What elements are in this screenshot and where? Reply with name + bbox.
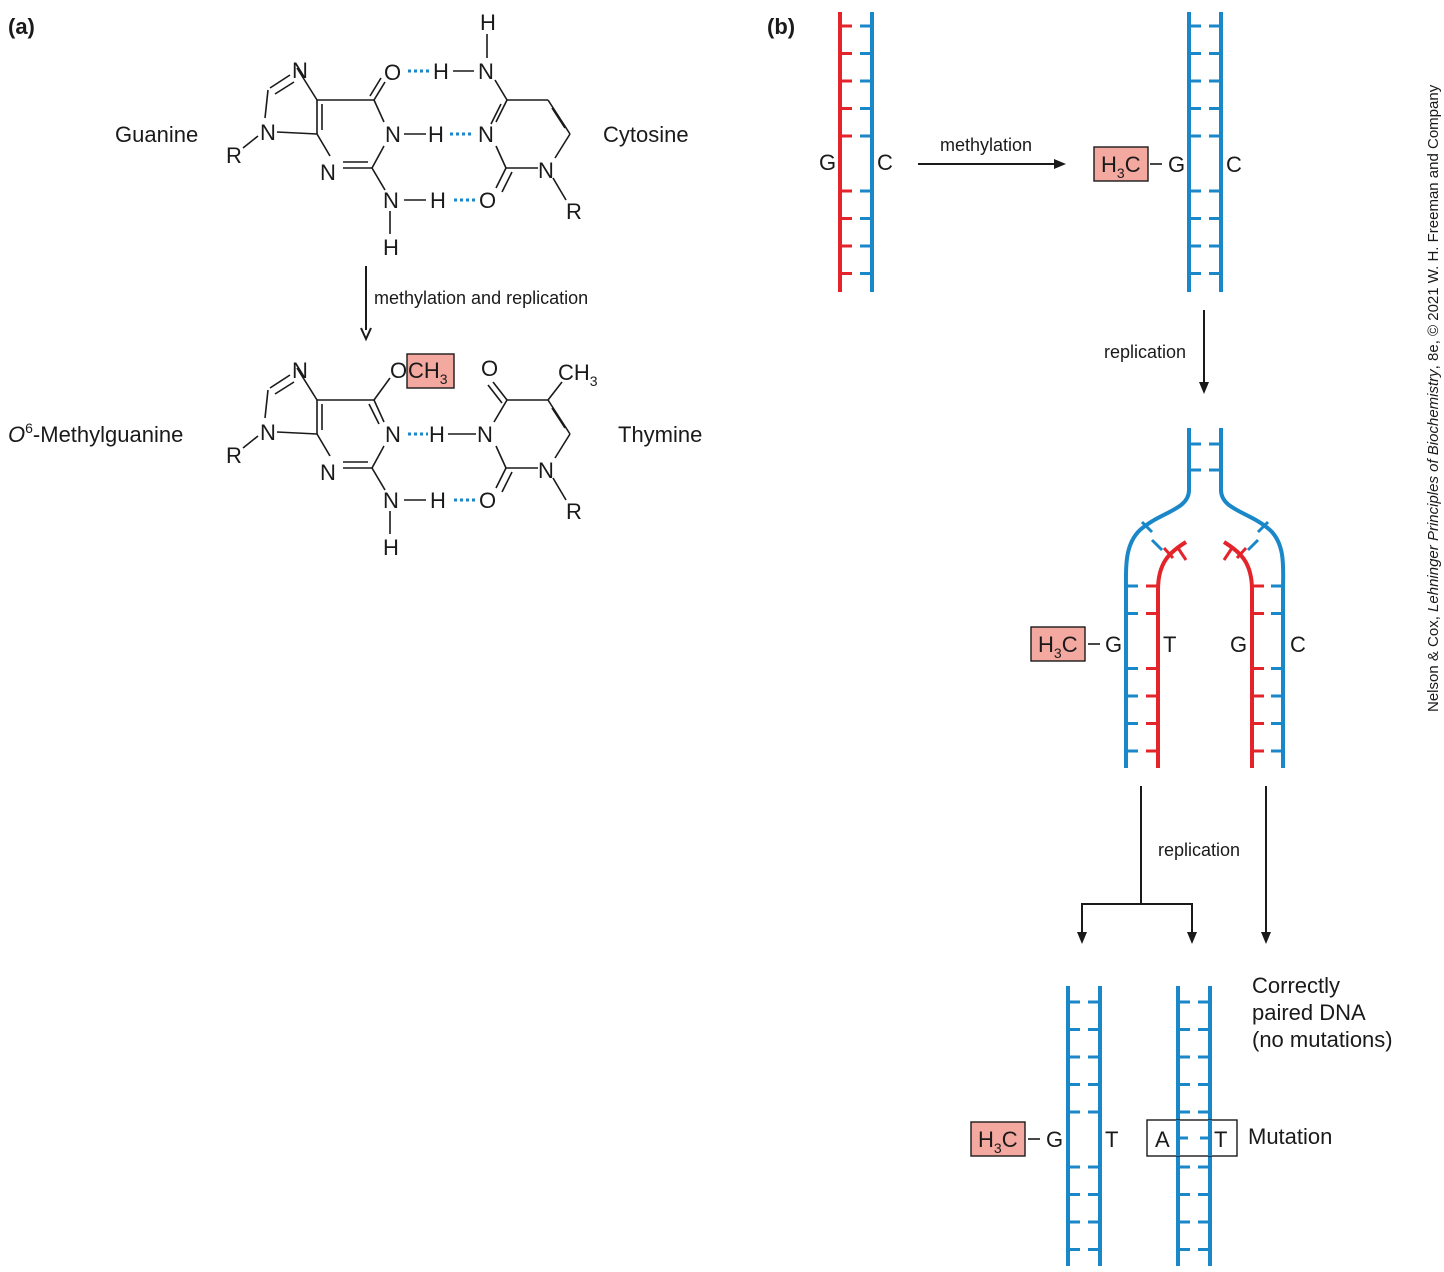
fork-methyl: H3C <box>1038 632 1078 661</box>
mg-h2b: H <box>383 535 399 560</box>
t-o2: O <box>479 488 496 513</box>
g-n7: N <box>292 58 308 83</box>
panel-a-label: (a) <box>8 14 35 39</box>
dup1-g: G <box>819 150 836 175</box>
methylguanine-bonds <box>242 367 426 534</box>
mg-o6: O <box>390 358 407 383</box>
dup2-methyl-box <box>1093 146 1149 182</box>
c-h4-top: H <box>480 10 496 35</box>
c-r: R <box>566 199 582 224</box>
result-methyl: H3C <box>978 1127 1018 1156</box>
correct-line-3: (no mutations) <box>1252 1027 1393 1052</box>
duplex-original: G C <box>819 12 893 292</box>
methylation-replication-label: methylation and replication <box>374 288 588 308</box>
mutation-label: Mutation <box>1248 1124 1332 1149</box>
t-o4: O <box>481 356 498 381</box>
thymine-name: Thymine <box>618 422 702 447</box>
dup2-c: C <box>1226 152 1242 177</box>
replication-arrow-2: replication <box>1077 786 1271 944</box>
fork-rung <box>1176 547 1188 561</box>
duplex-methylated: H3C G C <box>1093 12 1242 292</box>
mg-r: R <box>226 443 242 468</box>
guanine-cytosine-pair: Guanine Cytosine N N R N <box>115 10 689 260</box>
methyl-highlight-box <box>406 353 455 389</box>
cytosine-name: Cytosine <box>603 122 689 147</box>
methylation-replication-arrow: methylation and replication <box>360 266 588 342</box>
c-n3: N <box>478 122 494 147</box>
credit-line: Nelson & Cox, Lehninger Principles of Bi… <box>1425 84 1442 712</box>
g-n9: N <box>260 120 276 145</box>
mutation-box <box>1146 1119 1238 1157</box>
mg-n1: N <box>385 422 401 447</box>
dup2-methyl: H3C <box>1101 152 1141 181</box>
replication-label-1: replication <box>1104 342 1186 362</box>
dup1-c: C <box>877 150 893 175</box>
result-t: T <box>1105 1127 1118 1152</box>
fork-rung <box>1140 520 1154 534</box>
mg-n9: N <box>260 420 276 445</box>
fork-rung <box>1235 546 1248 560</box>
c-n1: N <box>538 158 554 183</box>
c-o2: O <box>479 188 496 213</box>
t-ch3: CH3 <box>558 360 598 389</box>
mg-n7: N <box>292 358 308 383</box>
methylguanine-thymine-pair: O6-Methylguanine Thymine N N R N <box>8 353 702 560</box>
result-duplexes: Correctly paired DNA (no mutations) H3C … <box>970 973 1393 1266</box>
c-h4: H <box>433 59 449 84</box>
panel-b-label: (b) <box>767 14 795 39</box>
g-h1: H <box>428 122 444 147</box>
g-o6: O <box>384 60 401 85</box>
dup2-g: G <box>1168 152 1185 177</box>
correct-line-1: Correctly <box>1252 973 1340 998</box>
thymine-bonds <box>448 381 571 501</box>
fork-rung <box>1256 520 1270 534</box>
mg-h2a: H <box>430 488 446 513</box>
result-methyl-box <box>970 1121 1026 1157</box>
t-r: R <box>566 499 582 524</box>
g-r: R <box>226 143 242 168</box>
g-n2: N <box>383 188 399 213</box>
methylguanine-name: O6-Methylguanine <box>8 420 183 447</box>
g-n1: N <box>385 122 401 147</box>
g-h2a: H <box>430 188 446 213</box>
fork-rung <box>1246 538 1260 552</box>
fork-right-c: C <box>1290 632 1306 657</box>
g-h2b: H <box>383 235 399 260</box>
g-n3: N <box>320 160 336 185</box>
fork-rung <box>1162 546 1175 560</box>
result-g: G <box>1046 1127 1063 1152</box>
fork-right-g: G <box>1230 632 1247 657</box>
guanine-bonds <box>242 67 426 234</box>
mutation-t: T <box>1214 1127 1227 1152</box>
t-n3: N <box>477 422 493 447</box>
c-n4: N <box>478 59 494 84</box>
fork-methyl-box <box>1030 626 1086 662</box>
fork-left-t: T <box>1163 632 1176 657</box>
guanine-name: Guanine <box>115 122 198 147</box>
fork-rung <box>1222 547 1234 561</box>
cytosine-bonds <box>453 34 571 201</box>
t-n1: N <box>538 458 554 483</box>
methylation-arrow: methylation <box>918 135 1066 169</box>
replication-fork: H3C G T G C <box>1030 428 1306 768</box>
replication-label-2: replication <box>1158 840 1240 860</box>
mg-methyl: CH3 <box>408 358 448 387</box>
fork-rung <box>1150 538 1164 552</box>
replication-arrow-1: replication <box>1104 310 1209 394</box>
mg-n3: N <box>320 460 336 485</box>
fork-left-g: G <box>1105 632 1122 657</box>
mg-n2: N <box>383 488 399 513</box>
mutation-a: A <box>1155 1127 1170 1152</box>
correct-line-2: paired DNA <box>1252 1000 1366 1025</box>
methylation-label: methylation <box>940 135 1032 155</box>
t-h3: H <box>429 422 445 447</box>
